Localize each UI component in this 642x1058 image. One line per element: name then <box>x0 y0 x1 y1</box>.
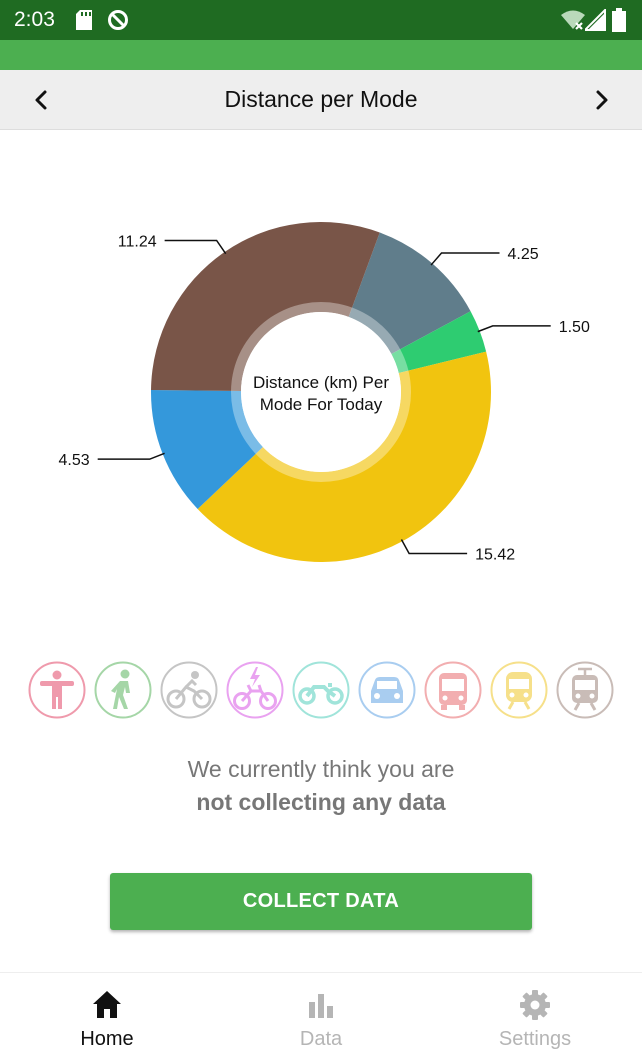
previous-chevron-icon[interactable] <box>26 84 58 116</box>
car-icon[interactable] <box>358 661 416 719</box>
status-bar: 2:03 <box>0 0 642 40</box>
donut-hole <box>241 312 401 472</box>
tram-icon[interactable] <box>556 661 614 719</box>
slice-leader-line-1 <box>477 325 551 333</box>
chart-header: Distance per Mode <box>0 70 642 130</box>
train-icon[interactable] <box>490 661 548 719</box>
motorcycle-icon[interactable] <box>292 661 350 719</box>
walking-icon[interactable] <box>94 661 152 719</box>
bicycle-icon[interactable] <box>160 661 218 719</box>
sync-off-icon <box>108 10 128 30</box>
chart-center-title-line-1: Distance (km) Per <box>253 373 389 392</box>
tab-home[interactable]: Home <box>0 973 214 1058</box>
slice-leader-line-2 <box>400 539 468 555</box>
tracking-state-text: We currently think you are <box>187 756 455 782</box>
status-time: 2:03 <box>14 8 55 31</box>
slice-leader-line-0 <box>430 252 500 266</box>
e-bike-icon[interactable] <box>226 661 284 719</box>
signal-icon <box>585 9 606 31</box>
slice-value-label-2: 15.42 <box>475 547 515 564</box>
distance-donut-chart: 4.25 1.50 15.42 4.53 11.24 Distance (km) Per… <box>59 222 590 564</box>
app-toolbar <box>0 40 642 70</box>
slice-value-label-0: 4.25 <box>508 246 539 263</box>
gear-icon <box>520 990 550 1020</box>
tab-settings[interactable]: Settings <box>428 973 642 1058</box>
home-icon <box>93 991 121 1018</box>
slice-value-label-1: 1.50 <box>559 319 590 336</box>
sd-card-icon <box>76 10 92 30</box>
chart-center-title-line-2: Mode For Today <box>260 395 383 414</box>
tab-home-label: Home <box>80 1028 134 1050</box>
bus-icon[interactable] <box>424 661 482 719</box>
donut-slice-3[interactable] <box>151 390 263 509</box>
battery-icon <box>612 8 626 32</box>
donut-slice-0[interactable] <box>348 232 471 354</box>
still-person-icon[interactable] <box>28 661 86 719</box>
donut-slice-4[interactable] <box>151 222 380 392</box>
bottom-navigation: Home Data Settings <box>0 972 642 1058</box>
slice-value-label-3: 4.53 <box>59 452 90 469</box>
tab-settings-label: Settings <box>498 1028 572 1050</box>
donut-slice-1[interactable] <box>391 311 487 373</box>
page-title: Distance per Mode <box>224 86 418 112</box>
slice-value-label-4: 11.24 <box>118 233 157 250</box>
transport-modes-row <box>28 661 614 719</box>
collect-data-button[interactable]: COLLECT DATA <box>110 873 532 930</box>
bar-chart-icon <box>309 994 333 1018</box>
donut-slice-2[interactable] <box>197 351 491 562</box>
tab-data-label: Data <box>299 1028 343 1050</box>
next-chevron-icon[interactable] <box>586 84 618 116</box>
tab-data[interactable]: Data <box>214 973 428 1058</box>
tracking-state-status: not collecting any data <box>196 789 446 815</box>
slice-leader-line-4 <box>164 239 227 255</box>
wifi-icon <box>561 10 585 30</box>
slice-leader-line-3 <box>97 452 165 460</box>
